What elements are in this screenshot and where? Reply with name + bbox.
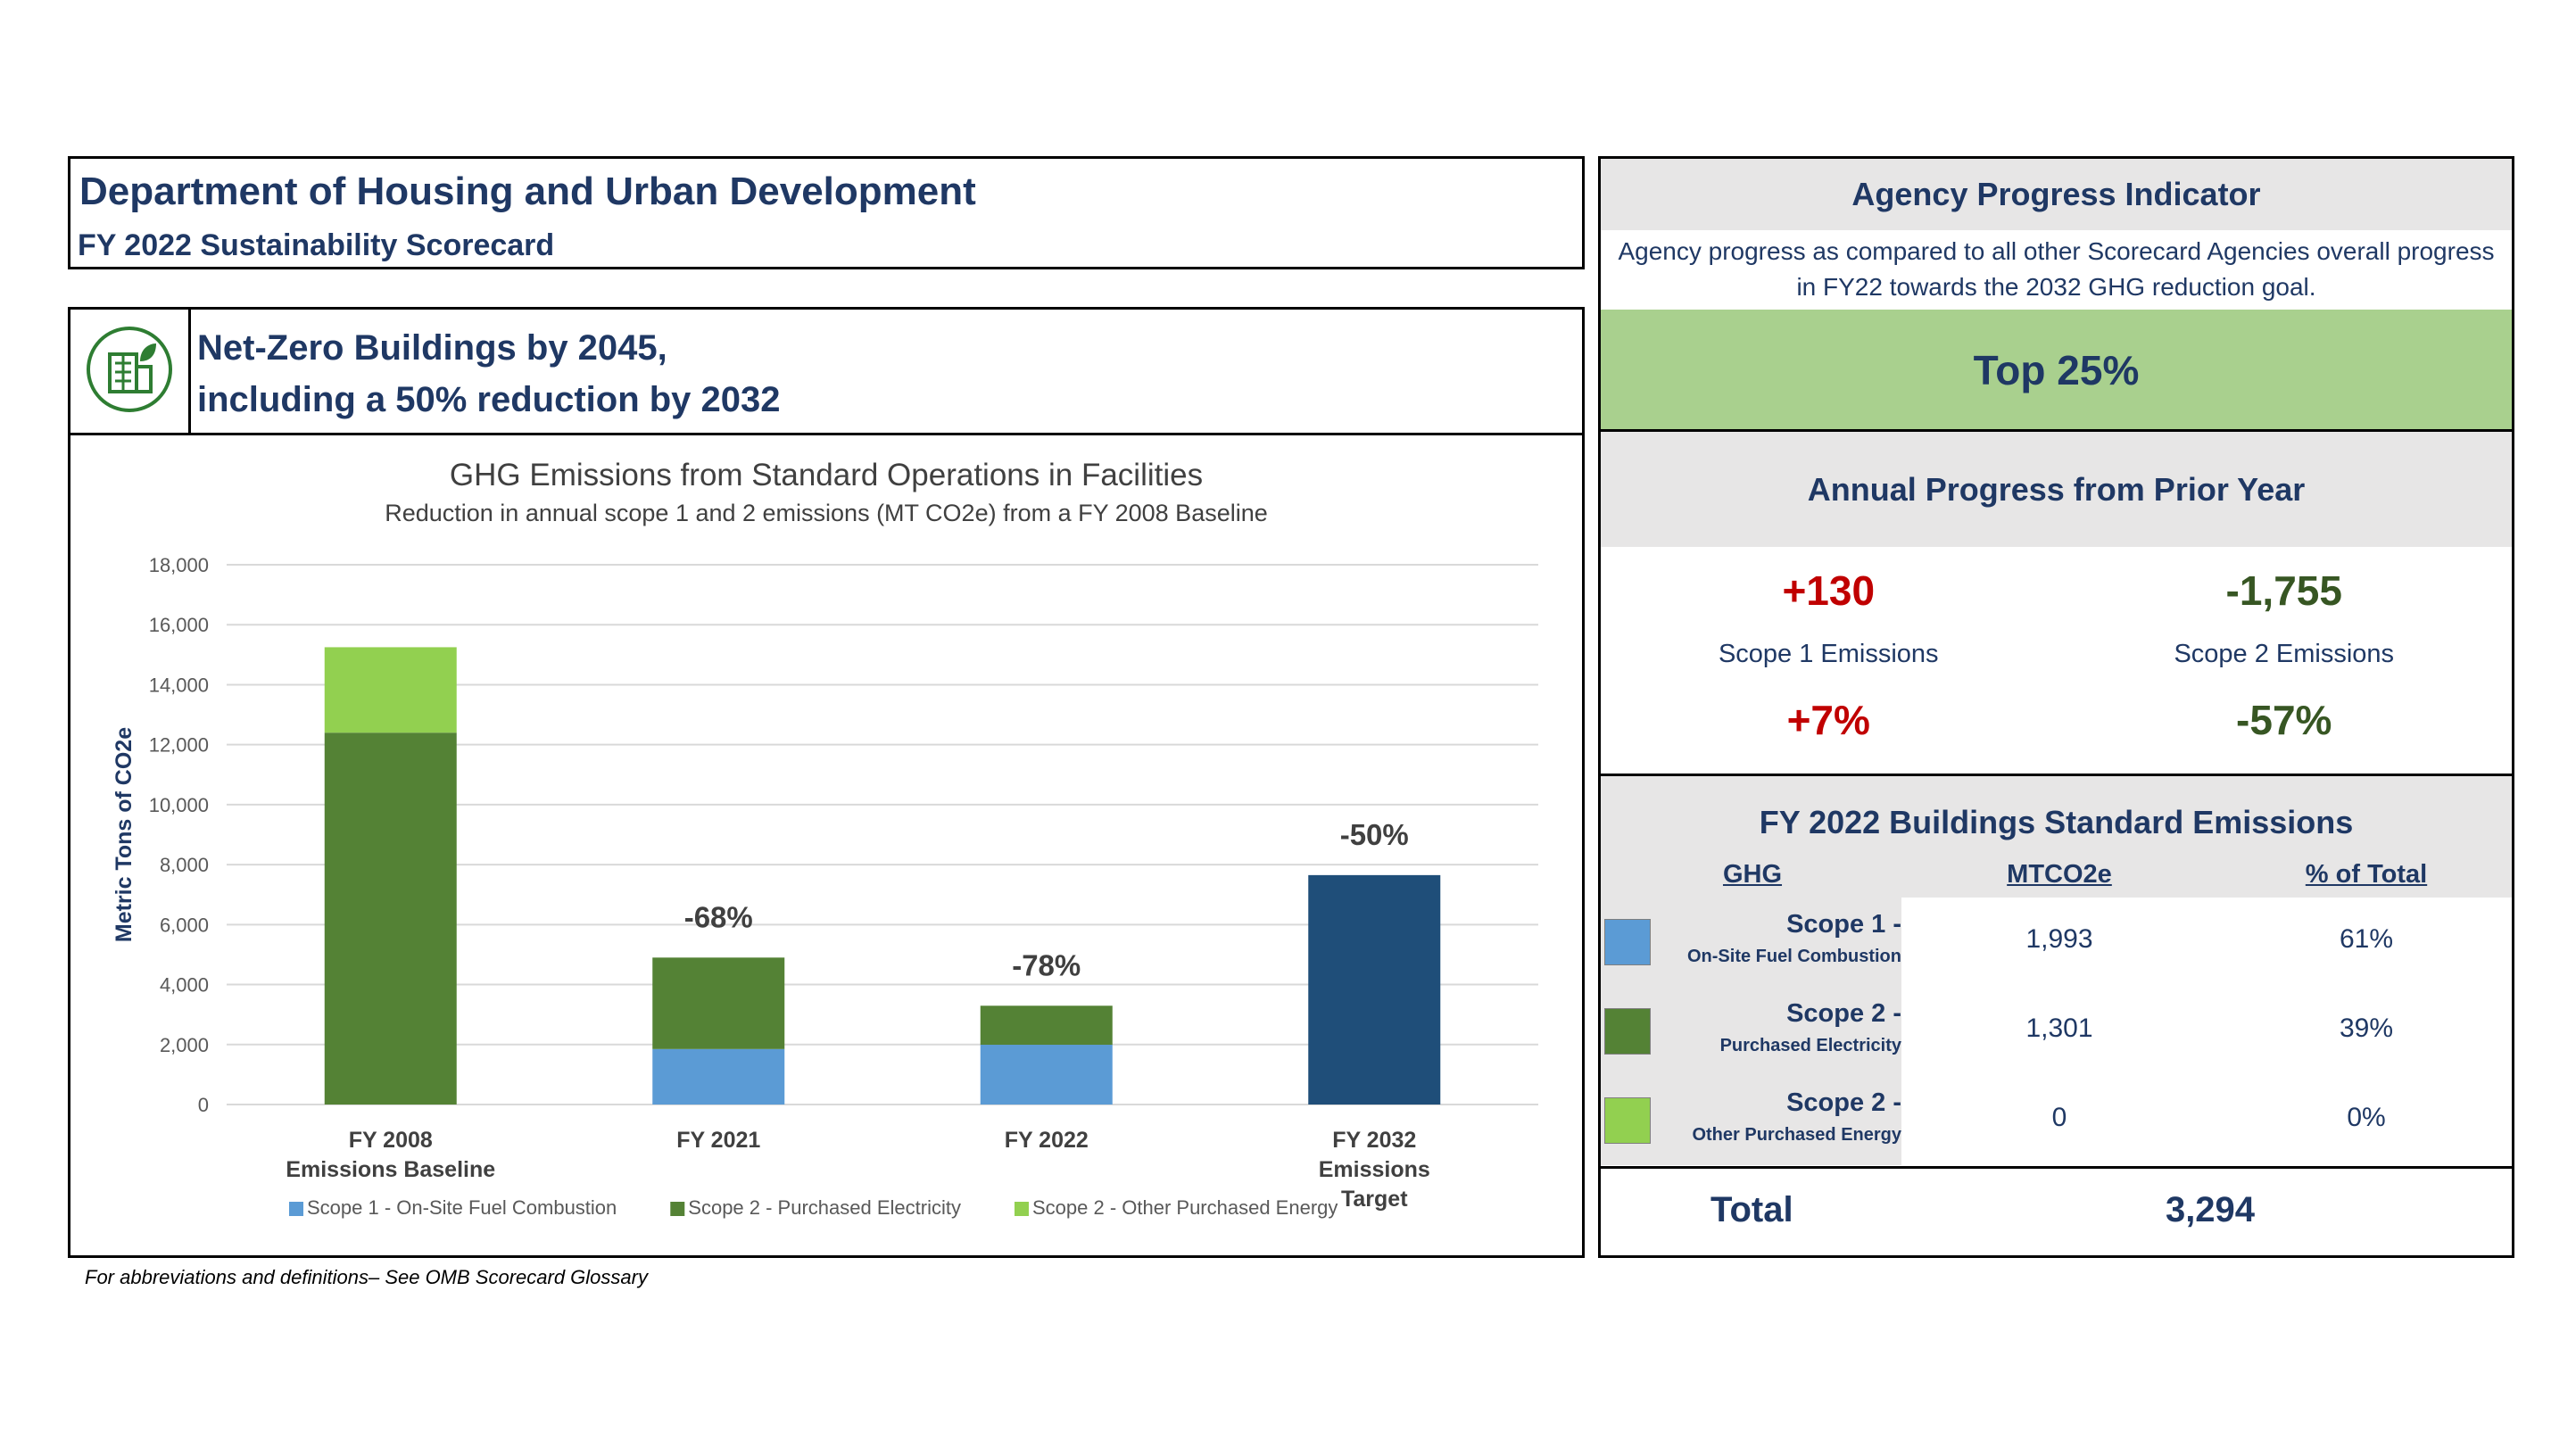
icon-cell: [70, 310, 191, 433]
col-header-ghg: GHG: [1722, 860, 1783, 889]
agency-progress-description: Agency progress as compared to all other…: [1601, 230, 2512, 310]
legend-swatch: [289, 1202, 303, 1216]
x-tick-label: Emissions: [1319, 1157, 1430, 1182]
legend-swatch: [1604, 1008, 1651, 1055]
legend-swatch: [1014, 1202, 1029, 1216]
total-value: 3,294: [2165, 1190, 2256, 1229]
y-tick-label: 2,000: [160, 1034, 209, 1056]
y-tick-label: 18,000: [149, 554, 209, 576]
scope2-change: -1,755: [2225, 567, 2342, 614]
legend-swatch: [1604, 1097, 1651, 1144]
change-annotation: -68%: [684, 900, 753, 933]
bar-segment: [980, 1045, 1113, 1105]
row-label-main: Scope 2 -: [1786, 1088, 1901, 1117]
scope1-label: Scope 1 Emissions: [1718, 640, 1939, 668]
scope1-progress: +130 Scope 1 Emissions +7%: [1601, 547, 2057, 744]
goal-statement: Net-Zero Buildings by 2045, including a …: [197, 322, 781, 426]
row-values: 1,993 61%: [1901, 898, 2512, 987]
bar-segment: [324, 647, 457, 733]
y-tick-label: 12,000: [149, 734, 209, 757]
scope2-pct: -57%: [2236, 697, 2332, 743]
chart-panel: Net-Zero Buildings by 2045, including a …: [68, 307, 1585, 1258]
row-pct: 61%: [2339, 924, 2394, 954]
annual-progress-body: +130 Scope 1 Emissions +7% -1,755 Scope …: [1601, 547, 2512, 776]
x-tick-label: FY 2022: [1005, 1128, 1089, 1153]
table-row: Scope 1 - On-Site Fuel Combustion 1,993 …: [1601, 898, 2512, 987]
row-mtco2e: 1,993: [2025, 924, 2093, 954]
row-label: Scope 1 - On-Site Fuel Combustion: [1601, 898, 1901, 987]
agency-title: Department of Housing and Urban Developm…: [79, 170, 976, 213]
agency-progress-heading: Agency Progress Indicator: [1601, 159, 2512, 230]
row-mtco2e: 1,301: [2025, 1014, 2093, 1043]
annual-progress-heading: Annual Progress from Prior Year: [1601, 432, 2512, 547]
scope2-label: Scope 2 Emissions: [2174, 640, 2395, 668]
y-axis-label: Metric Tons of CO2e: [112, 727, 137, 942]
agency-progress-value: Top 25%: [1601, 310, 2512, 432]
legend-label: Scope 1 - On-Site Fuel Combustion: [307, 1196, 617, 1219]
row-label-sub: On-Site Fuel Combustion: [1687, 947, 1901, 966]
goal-line-2: including a 50% reduction by 2032: [197, 380, 781, 419]
buildings-emissions-heading: FY 2022 Buildings Standard Emissions: [1759, 804, 2354, 840]
right-panel: Agency Progress Indicator Agency progres…: [1598, 156, 2514, 1258]
goal-line-1: Net-Zero Buildings by 2045,: [197, 328, 667, 368]
change-annotation: -78%: [1012, 948, 1081, 981]
bar-segment: [1308, 874, 1441, 1105]
scope2-progress: -1,755 Scope 2 Emissions -57%: [2057, 547, 2513, 744]
change-annotation: -50%: [1340, 818, 1409, 851]
x-tick-label: Emissions Baseline: [286, 1157, 495, 1182]
row-pct: 0%: [2347, 1103, 2386, 1132]
table-row: Scope 2 - Purchased Electricity 1,301 39…: [1601, 987, 2512, 1076]
bar-segment: [652, 1048, 785, 1105]
total-row: Total 3,294: [1601, 1166, 2512, 1255]
y-tick-label: 0: [198, 1094, 209, 1116]
bar-segment: [324, 732, 457, 1105]
x-tick-label: FY 2021: [676, 1128, 760, 1153]
row-label-main: Scope 2 -: [1786, 999, 1901, 1028]
scorecard-header: Department of Housing and Urban Developm…: [68, 156, 1585, 269]
col-header-mtco2e: MTCO2e: [2007, 860, 2112, 889]
legend-swatch: [1604, 919, 1651, 965]
table-row: Scope 2 - Other Purchased Energy 0 0%: [1601, 1076, 2512, 1165]
row-values: 0 0%: [1901, 1076, 2512, 1165]
col-header-pct: % of Total: [2305, 860, 2428, 889]
bar-segment: [652, 957, 785, 1049]
bar-segment: [980, 1005, 1113, 1046]
row-values: 1,301 39%: [1901, 987, 2512, 1076]
x-tick-label: Target: [1341, 1187, 1408, 1212]
chart-title: GHG Emissions from Standard Operations i…: [450, 458, 1203, 492]
y-tick-label: 14,000: [149, 674, 209, 696]
x-tick-label: FY 2008: [349, 1128, 433, 1153]
goal-strip: Net-Zero Buildings by 2045, including a …: [70, 310, 1582, 435]
row-label: Scope 2 - Other Purchased Energy: [1601, 1076, 1901, 1165]
x-tick-label: FY 2032: [1332, 1128, 1416, 1153]
row-label-main: Scope 1 -: [1786, 910, 1901, 939]
row-label: Scope 2 - Purchased Electricity: [1601, 987, 1901, 1076]
y-tick-label: 10,000: [149, 794, 209, 816]
scope1-pct: +7%: [1786, 697, 1870, 743]
y-tick-label: 8,000: [160, 854, 209, 876]
row-label-sub: Purchased Electricity: [1719, 1036, 1901, 1055]
legend-label: Scope 2 - Other Purchased Energy: [1032, 1196, 1338, 1219]
y-tick-label: 4,000: [160, 974, 209, 997]
chart-subtitle: Reduction in annual scope 1 and 2 emissi…: [385, 500, 1268, 526]
scorecard-subtitle: FY 2022 Sustainability Scorecard: [78, 228, 555, 262]
footnote: For abbreviations and definitions– See O…: [85, 1266, 648, 1288]
legend-swatch: [670, 1202, 685, 1216]
row-label-sub: Other Purchased Energy: [1692, 1125, 1901, 1145]
row-mtco2e: 0: [2051, 1103, 2067, 1132]
row-pct: 39%: [2339, 1014, 2394, 1043]
y-tick-label: 6,000: [160, 914, 209, 936]
legend-label: Scope 2 - Purchased Electricity: [688, 1196, 961, 1219]
total-label: Total: [1710, 1190, 1793, 1229]
emissions-chart: GHG Emissions from Standard Operations i…: [112, 458, 1538, 1219]
green-building-icon: [87, 327, 172, 412]
scope1-change: +130: [1782, 567, 1876, 614]
y-tick-label: 16,000: [149, 614, 209, 636]
